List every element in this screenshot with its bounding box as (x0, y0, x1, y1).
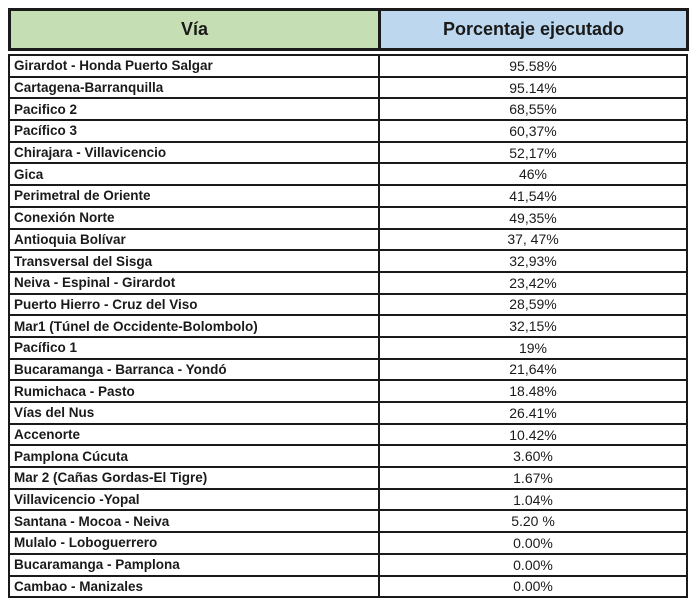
via-cell: Mar1 (Túnel de Occidente-Bolombolo) (8, 314, 380, 338)
via-cell: Mar 2 (Cañas Gordas-El Tigre) (8, 466, 380, 490)
pct-cell: 95.58% (378, 54, 688, 78)
pct-cell: 32,93% (378, 249, 688, 273)
via-cell: Pacifico 2 (8, 97, 380, 122)
pct-cell: 21,64% (378, 357, 688, 382)
percent-executed-table: Vía Porcentaje ejecutado Girardot - Hond… (8, 8, 689, 599)
table-row: Transversal del Sisga 32,93% (8, 249, 688, 273)
pct-cell: 26.41% (378, 401, 688, 425)
table-row: Cartagena-Barranquilla 95.14% (8, 75, 688, 100)
via-cell: Rumichaca - Pasto (8, 379, 380, 403)
via-cell: Bucaramanga - Pamplona (8, 552, 380, 577)
pct-cell: 18.48% (378, 379, 688, 403)
via-cell: Conexión Norte (8, 205, 380, 230)
table-row: Puerto Hierro - Cruz del Viso 28,59% (8, 292, 688, 317)
pct-cell: 49,35% (378, 205, 688, 230)
via-cell: Vías del Nus (8, 401, 380, 425)
table-row: Gica 46% (8, 162, 688, 187)
table-row: Conexión Norte 49,35% (8, 205, 688, 230)
pct-cell: 3.60% (378, 444, 688, 469)
header-porcentaje-ejecutado: Porcentaje ejecutado (378, 8, 689, 51)
pct-cell: 37, 47% (378, 227, 688, 252)
pct-cell: 19% (378, 335, 688, 360)
via-cell: Perimetral de Oriente (8, 184, 380, 208)
pct-cell: 60,37% (378, 119, 688, 143)
header-row: Vía Porcentaje ejecutado (8, 8, 689, 51)
pct-cell: 10.42% (378, 422, 688, 447)
pct-cell: 5.20 % (378, 509, 688, 534)
table-row: Mar 2 (Cañas Gordas-El Tigre) 1.67% (8, 466, 688, 490)
pct-cell: 46% (378, 162, 688, 187)
via-cell: Neiva - Espinal - Girardot (8, 270, 380, 295)
via-cell: Cambao - Manizales (8, 574, 380, 599)
table-header: Vía Porcentaje ejecutado (8, 8, 689, 51)
table-row: Neiva - Espinal - Girardot 23,42% (8, 270, 688, 295)
table-row: Rumichaca - Pasto 18.48% (8, 379, 688, 403)
pct-cell: 28,59% (378, 292, 688, 317)
via-cell: Chirajara - Villavicencio (8, 140, 380, 165)
table-row: Santana - Mocoa - Neiva 5.20 % (8, 509, 688, 534)
pct-cell: 52,17% (378, 140, 688, 165)
table-row: Pamplona Cúcuta 3.60% (8, 444, 688, 469)
via-cell: Gica (8, 162, 380, 187)
table-row: Mulalo - Loboguerrero 0.00% (8, 531, 688, 555)
pct-cell: 0.00% (378, 574, 688, 599)
table-row: Girardot - Honda Puerto Salgar 95.58% (8, 54, 688, 78)
via-cell: Pacífico 1 (8, 335, 380, 360)
table-row: Villavicencio -Yopal 1.04% (8, 487, 688, 512)
table-row: Perimetral de Oriente 41,54% (8, 184, 688, 208)
table-body-table: Girardot - Honda Puerto Salgar 95.58% Cart… (8, 54, 688, 599)
pct-cell: 32,15% (378, 314, 688, 338)
via-cell: Santana - Mocoa - Neiva (8, 509, 380, 534)
table-row: Vías del Nus 26.41% (8, 401, 688, 425)
pct-cell: 95.14% (378, 75, 688, 100)
table-row: Pacífico 1 19% (8, 335, 688, 360)
table-body: Girardot - Honda Puerto Salgar 95.58% Cart… (8, 54, 688, 599)
via-cell: Transversal del Sisga (8, 249, 380, 273)
via-cell: Antioquia Bolívar (8, 227, 380, 252)
via-cell: Girardot - Honda Puerto Salgar (8, 54, 380, 78)
via-cell: Bucaramanga - Barranca - Yondó (8, 357, 380, 382)
pct-cell: 68,55% (378, 97, 688, 122)
via-cell: Pamplona Cúcuta (8, 444, 380, 469)
table-row: Accenorte 10.42% (8, 422, 688, 447)
table-row: Bucaramanga - Pamplona 0.00% (8, 552, 688, 577)
via-cell: Puerto Hierro - Cruz del Viso (8, 292, 380, 317)
table-row: Antioquia Bolívar 37, 47% (8, 227, 688, 252)
pct-cell: 0.00% (378, 552, 688, 577)
table-row: Pacifico 2 68,55% (8, 97, 688, 122)
via-cell: Accenorte (8, 422, 380, 447)
pct-cell: 1.04% (378, 487, 688, 512)
table-row: Chirajara - Villavicencio 52,17% (8, 140, 688, 165)
via-cell: Mulalo - Loboguerrero (8, 531, 380, 555)
header-via: Vía (8, 8, 381, 51)
pct-cell: 41,54% (378, 184, 688, 208)
table-row: Mar1 (Túnel de Occidente-Bolombolo) 32,15… (8, 314, 688, 338)
table-row: Pacífico 3 60,37% (8, 119, 688, 143)
via-cell: Pacífico 3 (8, 119, 380, 143)
pct-cell: 1.67% (378, 466, 688, 490)
via-cell: Cartagena-Barranquilla (8, 75, 380, 100)
table-row: Cambao - Manizales 0.00% (8, 574, 688, 599)
via-cell: Villavicencio -Yopal (8, 487, 380, 512)
pct-cell: 0.00% (378, 531, 688, 555)
table-row: Bucaramanga - Barranca - Yondó 21,64% (8, 357, 688, 382)
pct-cell: 23,42% (378, 270, 688, 295)
